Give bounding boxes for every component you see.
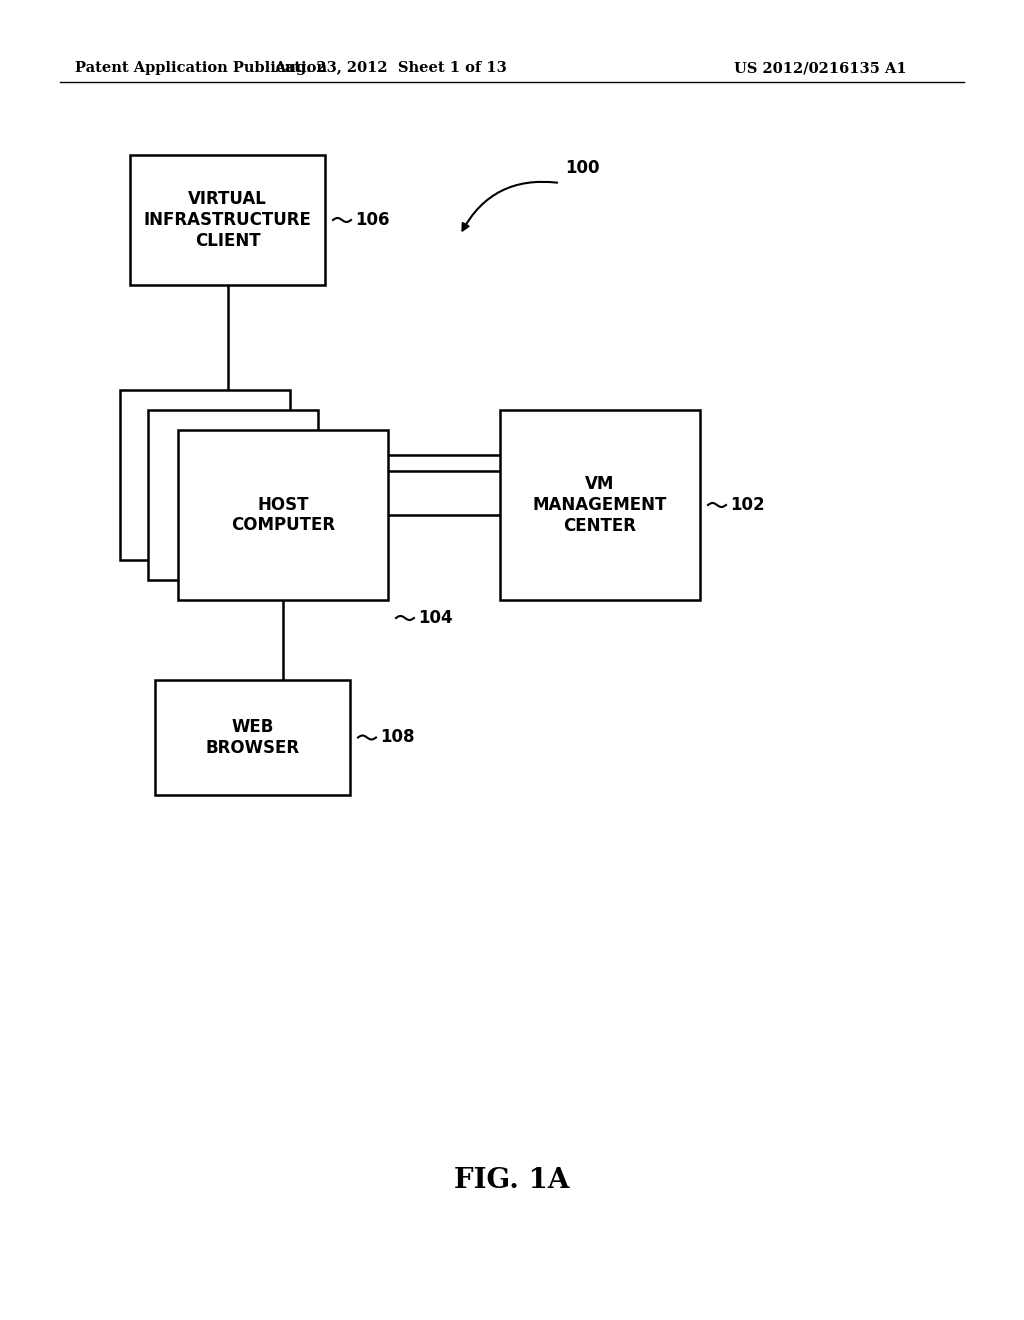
- Text: Patent Application Publication: Patent Application Publication: [75, 61, 327, 75]
- Text: US 2012/0216135 A1: US 2012/0216135 A1: [733, 61, 906, 75]
- Text: HOST
COMPUTER: HOST COMPUTER: [231, 495, 335, 535]
- Text: FIG. 1A: FIG. 1A: [455, 1167, 569, 1193]
- Text: VIRTUAL
INFRASTRUCTURE
CLIENT: VIRTUAL INFRASTRUCTURE CLIENT: [143, 190, 311, 249]
- Text: VM
MANAGEMENT
CENTER: VM MANAGEMENT CENTER: [532, 475, 668, 535]
- Text: WEB
BROWSER: WEB BROWSER: [206, 718, 300, 756]
- Text: Aug. 23, 2012  Sheet 1 of 13: Aug. 23, 2012 Sheet 1 of 13: [273, 61, 507, 75]
- Text: 104: 104: [418, 609, 453, 627]
- Text: 102: 102: [730, 496, 765, 513]
- Text: 100: 100: [565, 158, 599, 177]
- Bar: [500, 411, 700, 601]
- Text: 106: 106: [355, 211, 389, 228]
- Text: 108: 108: [380, 729, 415, 747]
- Bar: [130, 154, 325, 285]
- Bar: [155, 680, 350, 795]
- Bar: [120, 389, 290, 560]
- Bar: [178, 430, 388, 601]
- Bar: [148, 411, 318, 579]
